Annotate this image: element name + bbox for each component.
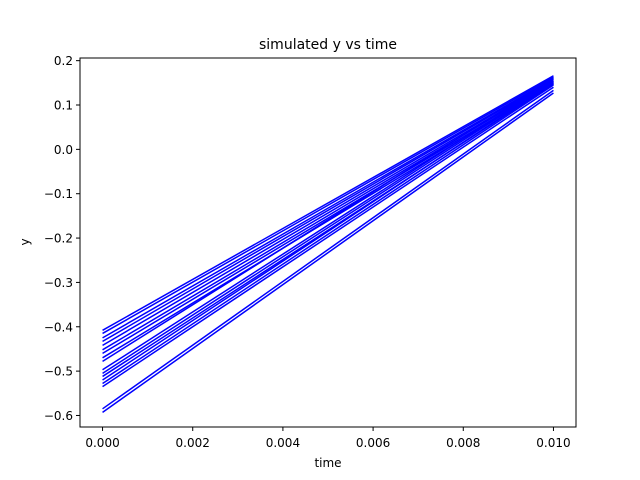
x-tick-label: 0.000 <box>85 436 119 450</box>
y-tick-label: −0.3 <box>44 276 73 290</box>
y-axis-label: y <box>18 238 32 245</box>
x-axis: 0.000 0.002 0.004 0.006 0.008 0.010 <box>85 427 571 450</box>
series-line-16 <box>102 89 554 410</box>
y-axis: 0.2 0.1 0.0 −0.1 −0.2 −0.3 −0.4 −0.5 −0.6 <box>44 54 80 423</box>
series-line-10 <box>102 79 554 371</box>
series-line-1 <box>102 75 554 331</box>
series-line-4 <box>102 78 554 343</box>
series-line-15 <box>102 86 554 388</box>
chart-title: simulated y vs time <box>259 37 397 53</box>
x-tick-label: 0.010 <box>536 436 570 450</box>
y-tick-label: −0.1 <box>44 187 73 201</box>
series-lines <box>102 75 554 413</box>
x-tick-label: 0.006 <box>356 436 390 450</box>
series-line-6 <box>102 80 554 351</box>
series-line-11 <box>102 81 554 374</box>
series-line-3 <box>102 77 554 339</box>
y-tick-label: 0.2 <box>54 54 73 68</box>
y-tick-label: −0.6 <box>44 409 73 423</box>
y-tick-label: 0.1 <box>54 99 73 113</box>
x-tick-label: 0.004 <box>266 436 300 450</box>
y-tick-label: −0.5 <box>44 365 73 379</box>
series-line-9 <box>102 77 554 362</box>
y-tick-label: −0.2 <box>44 232 73 246</box>
y-tick-label: −0.4 <box>44 320 73 334</box>
series-line-2 <box>102 76 554 335</box>
x-tick-label: 0.002 <box>176 436 210 450</box>
series-line-14 <box>102 84 554 385</box>
plot-frame <box>79 57 577 428</box>
series-line-13 <box>102 82 554 381</box>
series-line-17 <box>102 92 554 413</box>
x-axis-label: time <box>314 456 341 470</box>
y-tick-label: 0.0 <box>54 143 73 157</box>
x-tick-label: 0.008 <box>446 436 480 450</box>
